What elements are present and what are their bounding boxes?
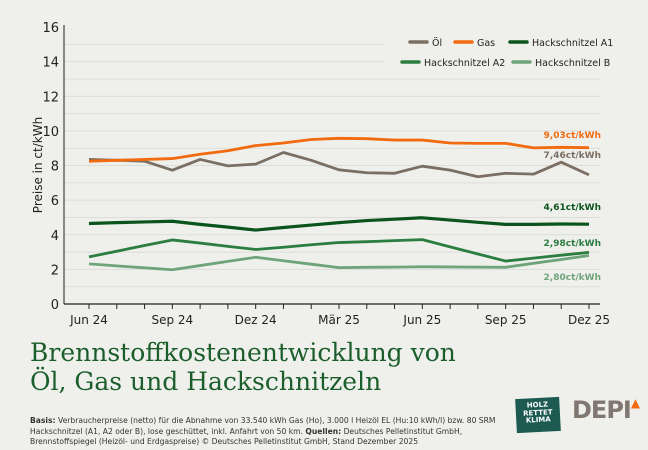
legend-label: Hackschnitzel B <box>535 58 610 69</box>
legend-label: Hackschnitzel A2 <box>424 58 505 69</box>
end-value-label: 4,61ct/kWh <box>544 203 601 213</box>
y-axis-label: Preise in ct/kWh <box>31 117 45 213</box>
y-tick-label: 12 <box>42 90 59 105</box>
sources-text: Deutsches Pelletinstitut GmbH, Brennstof… <box>30 426 463 447</box>
depi-logo: DEPI▲ <box>572 396 640 424</box>
series-line-gas <box>88 136 590 163</box>
legend-label: Öl <box>432 38 442 49</box>
x-tick-label: Jun 25 <box>402 313 441 327</box>
y-tick-label: 2 <box>51 263 59 278</box>
footnote: Basis: Verbraucherpreise (netto) für die… <box>30 416 500 448</box>
series-line-hackschnitzel-a1 <box>88 216 590 232</box>
x-tick-label: Mär 25 <box>318 313 360 327</box>
line-chart: 0 2 4 6 8 10 12 14 16 Preise in ct/kWh Jun 24 Sep 2… <box>31 21 615 327</box>
x-tick-label: Dez 25 <box>568 313 610 327</box>
y-tick-label: 10 <box>42 125 59 140</box>
end-value-label: 7,46ct/kWh <box>544 151 601 161</box>
x-tick-label: Dez 24 <box>235 313 277 327</box>
y-tick-label: 0 <box>51 298 59 313</box>
y-tick-label: 4 <box>51 229 59 244</box>
y-tick-label: 8 <box>51 160 59 175</box>
holz-rettet-klima-logo: HOLZ RETTET KLIMA <box>515 396 561 434</box>
title-line-1: Brennstoffkostenentwicklung von <box>30 338 456 367</box>
end-value-label: 2,80ct/kWh <box>544 273 601 283</box>
y-tick-label: 6 <box>51 194 59 209</box>
basis-label: Basis: <box>30 416 56 425</box>
basis-text: Verbraucherpreise (netto) für die Abnahm… <box>30 416 496 436</box>
series-line-hackschnitzel-a2 <box>88 238 590 263</box>
y-tick-label: 16 <box>42 21 59 36</box>
sources-label: Quellen: <box>305 426 342 436</box>
x-tick-label: Jun 24 <box>69 313 108 327</box>
legend-label: Hackschnitzel A1 <box>532 38 613 49</box>
legend-label: Gas <box>477 38 495 49</box>
x-tick-label: Sep 24 <box>151 313 193 327</box>
x-tick-label: Sep 25 <box>485 313 527 327</box>
legend-background <box>385 28 615 68</box>
chart-title: Brennstoffkostenentwicklung von Öl, Gas u… <box>30 338 456 396</box>
end-value-label: 2,98ct/kWh <box>544 239 601 249</box>
end-value-label: 9,03ct/kWh <box>544 131 601 141</box>
series-line--l <box>88 151 590 179</box>
title-line-2: Öl, Gas und Hackschnitzeln <box>30 367 382 396</box>
y-tick-label: 14 <box>42 56 59 71</box>
